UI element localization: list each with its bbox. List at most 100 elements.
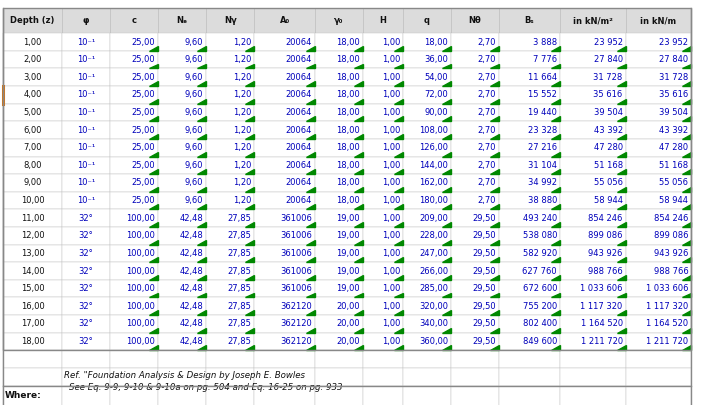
Bar (499, 86, 560, 104)
Text: 20064: 20064 (286, 55, 312, 64)
Polygon shape (306, 205, 315, 209)
Polygon shape (617, 64, 626, 68)
Text: 18,00: 18,00 (336, 143, 360, 152)
Text: 100,00: 100,00 (127, 231, 156, 240)
Text: 32°: 32° (78, 302, 94, 311)
Text: 27 840: 27 840 (660, 55, 688, 64)
Text: 42,48: 42,48 (179, 320, 203, 328)
Text: 27 216: 27 216 (528, 143, 557, 152)
Polygon shape (552, 169, 560, 174)
Text: 18,00: 18,00 (336, 196, 360, 205)
Bar (626, 192, 691, 209)
Bar (206, 245, 254, 262)
Text: 27,85: 27,85 (228, 284, 251, 293)
Bar (254, 262, 315, 280)
Text: 35 616: 35 616 (659, 90, 688, 99)
Text: 43 392: 43 392 (660, 126, 688, 134)
Polygon shape (354, 151, 363, 157)
Text: 2,70: 2,70 (478, 108, 496, 117)
Bar (560, 209, 626, 227)
Polygon shape (490, 99, 499, 104)
Polygon shape (442, 205, 451, 209)
Text: 25,00: 25,00 (132, 38, 156, 47)
Text: 9,60: 9,60 (185, 161, 203, 170)
Bar (315, 33, 363, 51)
Bar (206, 104, 254, 122)
Polygon shape (149, 64, 158, 68)
Polygon shape (354, 240, 363, 245)
Bar (206, 68, 254, 86)
Polygon shape (490, 205, 499, 209)
Polygon shape (354, 328, 363, 333)
Text: 1 211 720: 1 211 720 (580, 337, 623, 346)
Polygon shape (490, 187, 499, 192)
Bar (499, 33, 560, 51)
Polygon shape (490, 328, 499, 333)
Polygon shape (246, 345, 254, 350)
Text: 51 168: 51 168 (593, 161, 623, 170)
Bar (3, 86, 62, 104)
Bar (499, 368, 560, 386)
Polygon shape (149, 222, 158, 227)
Bar (3, 51, 62, 68)
Text: 162,00: 162,00 (419, 179, 449, 188)
Bar (403, 192, 451, 209)
Bar (315, 297, 363, 315)
Text: 25,00: 25,00 (132, 73, 156, 82)
Polygon shape (197, 169, 206, 174)
Text: 25,00: 25,00 (132, 196, 156, 205)
Text: 1,00: 1,00 (382, 108, 400, 117)
Bar (206, 262, 254, 280)
Polygon shape (552, 310, 560, 315)
Bar (626, 139, 691, 157)
Bar (254, 192, 315, 209)
Bar (206, 157, 254, 174)
Text: 9,60: 9,60 (185, 108, 203, 117)
Text: 31 104: 31 104 (528, 161, 557, 170)
Text: 55 056: 55 056 (660, 179, 688, 188)
Bar (254, 386, 315, 405)
Polygon shape (149, 46, 158, 51)
Text: 361006: 361006 (280, 284, 312, 293)
Polygon shape (197, 257, 206, 262)
Bar (3, 8, 691, 350)
Bar (451, 86, 499, 104)
Text: in kN/m: in kN/m (640, 16, 677, 25)
Polygon shape (442, 134, 451, 139)
Bar (3, 139, 62, 157)
Polygon shape (683, 222, 691, 227)
Bar (3, 315, 62, 333)
Bar (206, 297, 254, 315)
Text: 43 392: 43 392 (593, 126, 623, 134)
Bar (158, 86, 206, 104)
Bar (110, 174, 158, 192)
Text: 29,50: 29,50 (472, 266, 496, 275)
Polygon shape (197, 240, 206, 245)
Bar (403, 139, 451, 157)
Polygon shape (442, 116, 451, 121)
Bar (363, 8, 403, 33)
Bar (403, 122, 451, 139)
Text: 29,50: 29,50 (472, 284, 496, 293)
Bar (560, 157, 626, 174)
Bar (315, 139, 363, 157)
Text: 25,00: 25,00 (132, 55, 156, 64)
Polygon shape (197, 205, 206, 209)
Polygon shape (149, 134, 158, 139)
Bar (315, 368, 363, 386)
Polygon shape (197, 345, 206, 350)
Polygon shape (306, 240, 315, 245)
Polygon shape (552, 187, 560, 192)
Bar (560, 227, 626, 245)
Text: 27,85: 27,85 (228, 249, 251, 258)
Polygon shape (617, 345, 626, 350)
Text: H: H (379, 16, 387, 25)
Bar (110, 68, 158, 86)
Text: 72,00: 72,00 (425, 90, 449, 99)
Bar (315, 8, 363, 33)
Text: 2,70: 2,70 (478, 55, 496, 64)
Polygon shape (552, 99, 560, 104)
Text: 29,50: 29,50 (472, 214, 496, 223)
Bar (499, 139, 560, 157)
Text: 2,70: 2,70 (478, 90, 496, 99)
